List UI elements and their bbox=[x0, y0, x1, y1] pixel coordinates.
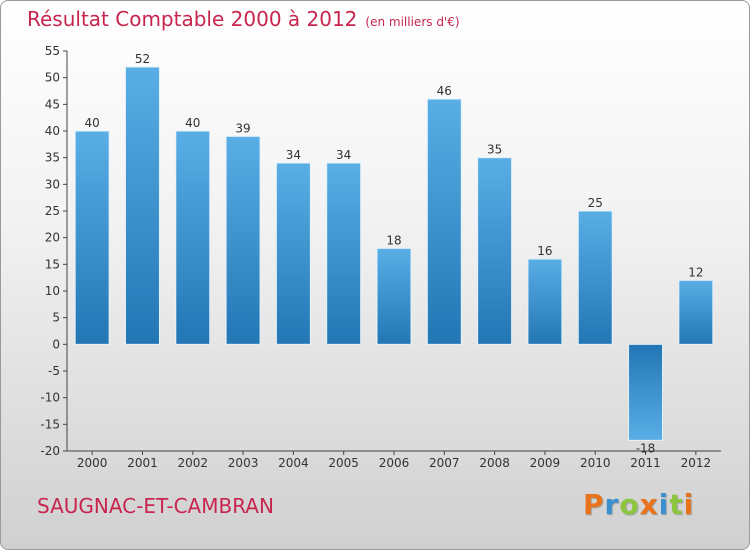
y-tick-label: -10 bbox=[40, 391, 60, 405]
bar-2002[interactable] bbox=[175, 130, 211, 345]
x-tick-label: 2009 bbox=[530, 456, 561, 470]
y-tick-label: 25 bbox=[45, 204, 60, 218]
x-tick-label: 2012 bbox=[681, 456, 712, 470]
bar-2001[interactable] bbox=[124, 66, 160, 345]
logo-letter: r bbox=[604, 488, 620, 521]
data-label-2002: 40 bbox=[185, 116, 200, 130]
bar-2005[interactable] bbox=[326, 162, 362, 345]
chart-subtitle: (en milliers d'€) bbox=[365, 15, 460, 29]
y-tick-label: -5 bbox=[48, 364, 60, 378]
x-tick-label: 2010 bbox=[580, 456, 611, 470]
data-label-2010: 25 bbox=[588, 196, 603, 210]
x-tick-label: 2001 bbox=[127, 456, 158, 470]
x-tick-label: 2008 bbox=[479, 456, 510, 470]
x-tick-label: 2011 bbox=[630, 456, 661, 470]
x-tick-label: 2007 bbox=[429, 456, 460, 470]
data-label-2007: 46 bbox=[437, 84, 452, 98]
bar-2011[interactable] bbox=[628, 343, 664, 441]
y-tick-label: 45 bbox=[45, 97, 60, 111]
data-label-2005: 34 bbox=[336, 148, 351, 162]
x-tick-label: 2004 bbox=[278, 456, 309, 470]
bar-2012[interactable] bbox=[678, 279, 714, 345]
y-tick-label: 50 bbox=[45, 71, 60, 85]
data-label-2004: 34 bbox=[286, 148, 301, 162]
bar-series bbox=[74, 66, 714, 441]
x-tick-label: 2006 bbox=[379, 456, 410, 470]
logo-letter: P bbox=[583, 488, 605, 521]
city-name: SAUGNAC-ET-CAMBRAN bbox=[37, 494, 274, 518]
bar-2000[interactable] bbox=[74, 130, 110, 345]
bar-2008[interactable] bbox=[477, 157, 513, 345]
logo-letter: o bbox=[619, 488, 640, 521]
chart-title-main: Résultat Comptable 2000 à 2012 bbox=[27, 7, 358, 31]
logo-letter: x bbox=[639, 488, 659, 521]
y-tick-label: 0 bbox=[52, 337, 60, 351]
bar-2010[interactable] bbox=[577, 210, 613, 345]
y-tick-label: -20 bbox=[40, 444, 60, 458]
bar-2003[interactable] bbox=[225, 135, 261, 345]
data-label-2003: 39 bbox=[235, 121, 250, 135]
y-tick-label: 10 bbox=[45, 284, 60, 298]
y-tick-label: 5 bbox=[52, 311, 60, 325]
data-label-2006: 18 bbox=[386, 233, 401, 247]
data-label-2008: 35 bbox=[487, 143, 502, 157]
bar-2006[interactable] bbox=[376, 247, 412, 345]
data-label-2000: 40 bbox=[85, 116, 100, 130]
y-axis: -20 -15 -10 -5 0 5 10 15 20 25 30 35 40 45 50 55 bbox=[40, 44, 68, 458]
data-label-2001: 52 bbox=[135, 52, 150, 66]
y-tick-label: 35 bbox=[45, 151, 60, 165]
y-tick-label: -15 bbox=[40, 417, 60, 431]
x-tick-label: 2003 bbox=[228, 456, 259, 470]
data-labels: 40 52 40 39 34 34 18 46 35 16 25 -18 12 bbox=[85, 52, 704, 455]
proxiti-logo[interactable]: Proxiti bbox=[583, 488, 694, 521]
bar-2004[interactable] bbox=[275, 162, 311, 345]
x-tick-label: 2005 bbox=[328, 456, 359, 470]
data-label-2009: 16 bbox=[537, 244, 552, 258]
y-tick-label: 15 bbox=[45, 257, 60, 271]
logo-letter: i bbox=[683, 488, 695, 521]
y-tick-label: 55 bbox=[45, 44, 60, 58]
logo-letter: i bbox=[658, 488, 670, 521]
bar-2009[interactable] bbox=[527, 258, 563, 345]
data-label-2012: 12 bbox=[688, 265, 703, 279]
x-tick-label: 2002 bbox=[177, 456, 208, 470]
data-label-2011: -18 bbox=[636, 441, 656, 455]
chart-title: Résultat Comptable 2000 à 2012 (en millie… bbox=[27, 7, 460, 31]
bar-2007[interactable] bbox=[426, 98, 462, 345]
logo-letter: t bbox=[669, 488, 684, 521]
y-tick-label: 40 bbox=[45, 124, 60, 138]
x-axis: 2000 2001 2002 2003 2004 2005 2006 2007 2008 2009… bbox=[67, 450, 721, 470]
y-tick-label: 30 bbox=[45, 177, 60, 191]
y-tick-label: 20 bbox=[45, 231, 60, 245]
x-tick-label: 2000 bbox=[77, 456, 108, 470]
